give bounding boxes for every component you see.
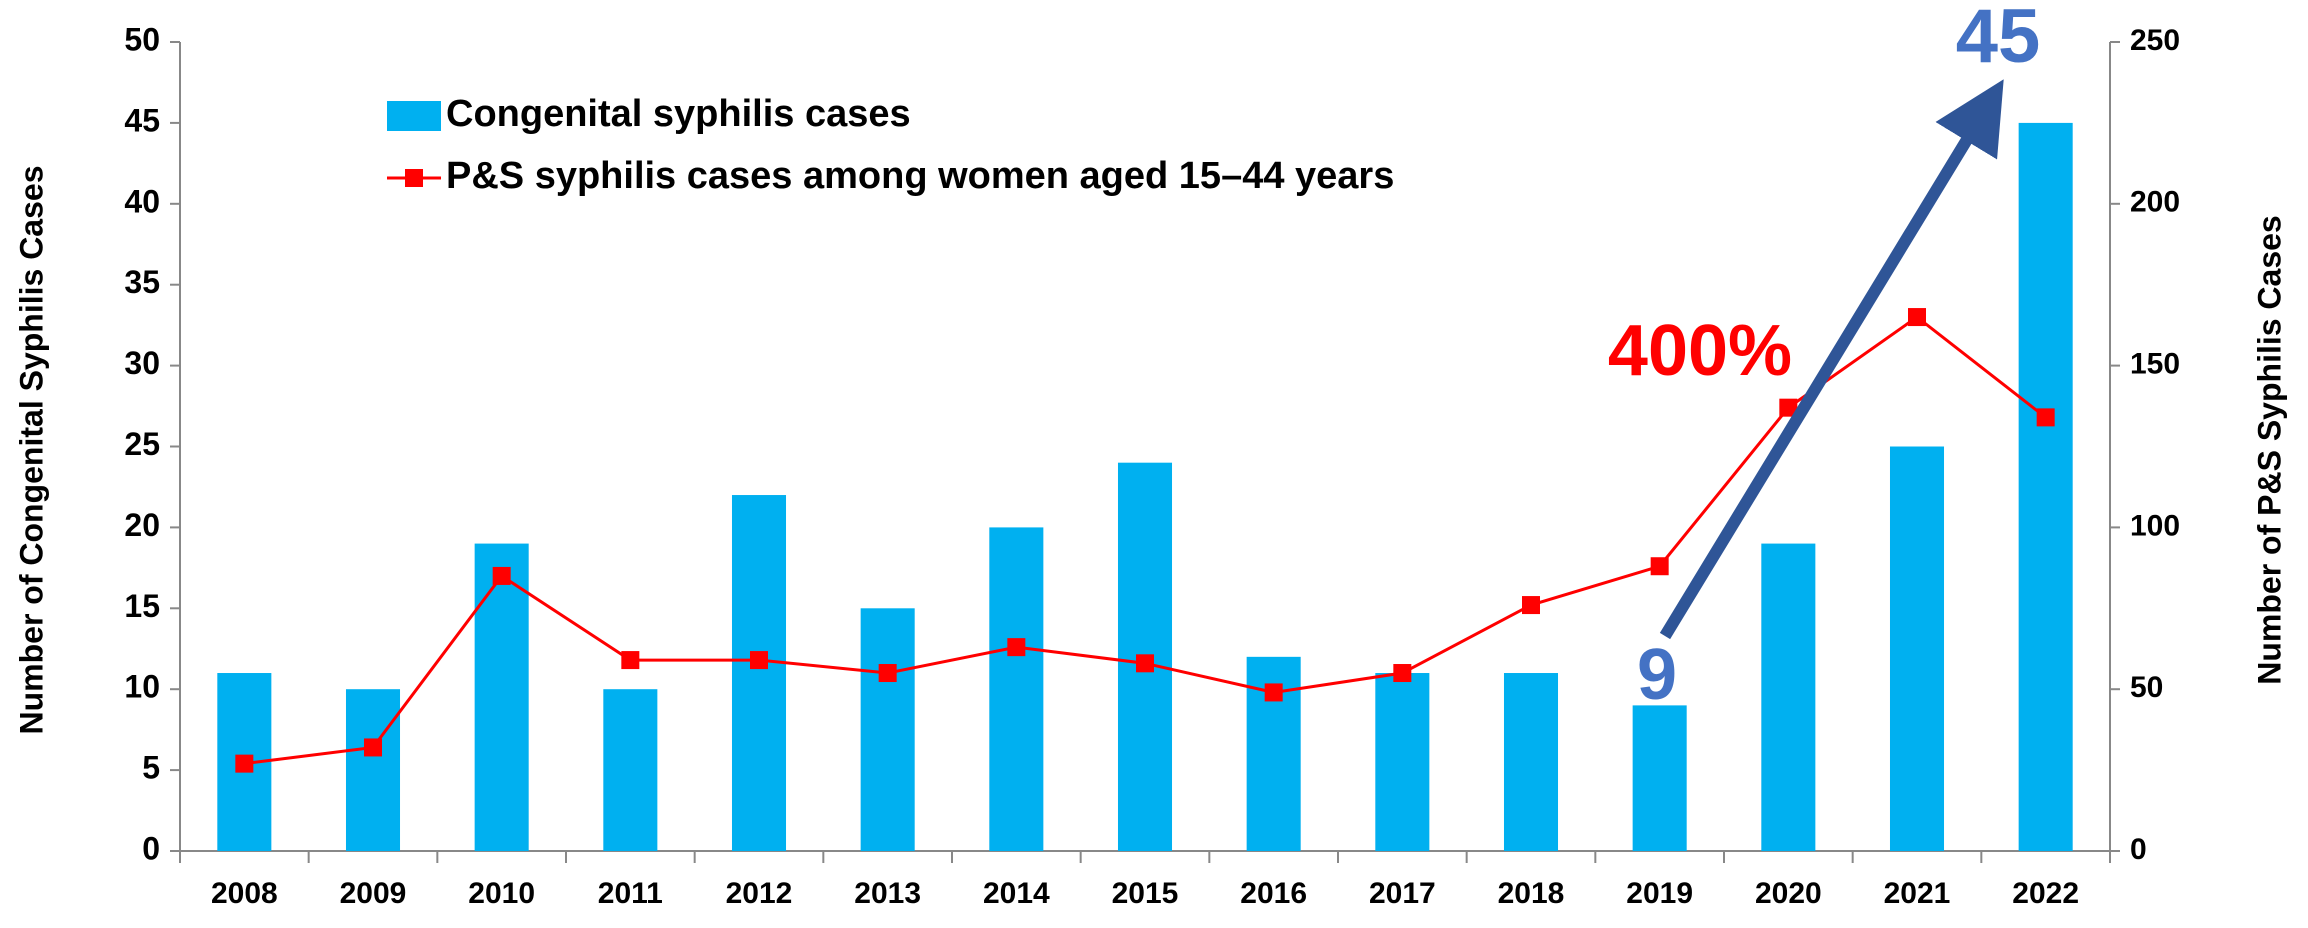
x-tick-label: 2010 <box>468 877 535 910</box>
legend-label: P&S syphilis cases among women aged 15–4… <box>446 155 1394 197</box>
y-tick-label: 30 <box>124 345 160 381</box>
y2-tick-label: 50 <box>2130 671 2163 704</box>
y2-tick-label: 100 <box>2130 509 2180 542</box>
marker <box>1650 557 1669 576</box>
x-tick-label: 2022 <box>2012 877 2079 910</box>
x-tick-label: 2009 <box>340 877 407 910</box>
legend-marker <box>405 169 423 187</box>
x-tick-label: 2016 <box>1240 877 1307 910</box>
bar <box>1632 705 1687 851</box>
arrow <box>1659 79 2004 640</box>
y-tick-label: 15 <box>124 588 160 624</box>
marker <box>1393 664 1412 683</box>
x-tick-label: 2015 <box>1112 877 1179 910</box>
bar <box>345 689 401 851</box>
y2-axis-label: Number of P&S Syphilis Cases <box>2251 215 2287 684</box>
annotation: 9 <box>1637 635 1677 715</box>
y2-tick-label: 150 <box>2130 348 2180 381</box>
y-tick-label: 45 <box>124 102 160 138</box>
marker <box>1779 398 1798 417</box>
bar <box>1375 673 1430 851</box>
y-axis-label: Number of Congenital Syphilis Cases <box>13 166 49 735</box>
x-tick-label: 2008 <box>211 877 278 910</box>
x-tick-label: 2020 <box>1755 877 1822 910</box>
bar <box>1503 673 1559 851</box>
x-tick-label: 2017 <box>1369 877 1436 910</box>
y2-tick-label: 200 <box>2130 186 2180 219</box>
bar <box>2018 122 2073 851</box>
y-tick-label: 25 <box>124 426 160 462</box>
marker <box>1522 596 1540 615</box>
y-tick-label: 0 <box>142 830 160 866</box>
marker <box>2036 408 2055 427</box>
legend-swatch <box>387 101 441 131</box>
annotation: 45 <box>1956 0 2041 79</box>
bar <box>989 527 1044 851</box>
marker <box>1264 683 1283 702</box>
marker <box>492 566 511 585</box>
bar <box>1889 446 1945 851</box>
y-tick-label: 40 <box>124 183 160 219</box>
marker <box>878 664 897 683</box>
x-tick-label: 2014 <box>983 877 1050 910</box>
marker <box>1136 654 1154 673</box>
y2-tick-label: 0 <box>2130 833 2147 866</box>
bar <box>860 608 915 851</box>
marker <box>750 651 768 670</box>
y-tick-label: 50 <box>124 21 160 57</box>
bar <box>1761 543 1816 851</box>
x-tick-label: 2012 <box>726 877 793 910</box>
bar <box>731 495 787 851</box>
x-tick-label: 2013 <box>854 877 921 910</box>
x-tick-label: 2019 <box>1626 877 1693 910</box>
x-tick-label: 2021 <box>1884 877 1951 910</box>
legend-label: Congenital syphilis cases <box>446 93 911 135</box>
y-tick-label: 5 <box>142 750 160 786</box>
x-tick-label: 2011 <box>598 877 663 910</box>
marker <box>1007 638 1026 657</box>
marker <box>621 651 640 670</box>
bar <box>603 689 658 851</box>
marker <box>364 738 382 757</box>
marker <box>1908 308 1926 327</box>
bar <box>474 543 529 851</box>
x-tick-label: 2018 <box>1498 877 1565 910</box>
y-tick-label: 20 <box>124 507 160 543</box>
marker <box>235 754 254 773</box>
annotation: 400% <box>1608 311 1792 391</box>
y-tick-label: 10 <box>124 669 160 705</box>
y-tick-label: 35 <box>124 264 160 300</box>
y2-tick-label: 250 <box>2130 24 2180 57</box>
